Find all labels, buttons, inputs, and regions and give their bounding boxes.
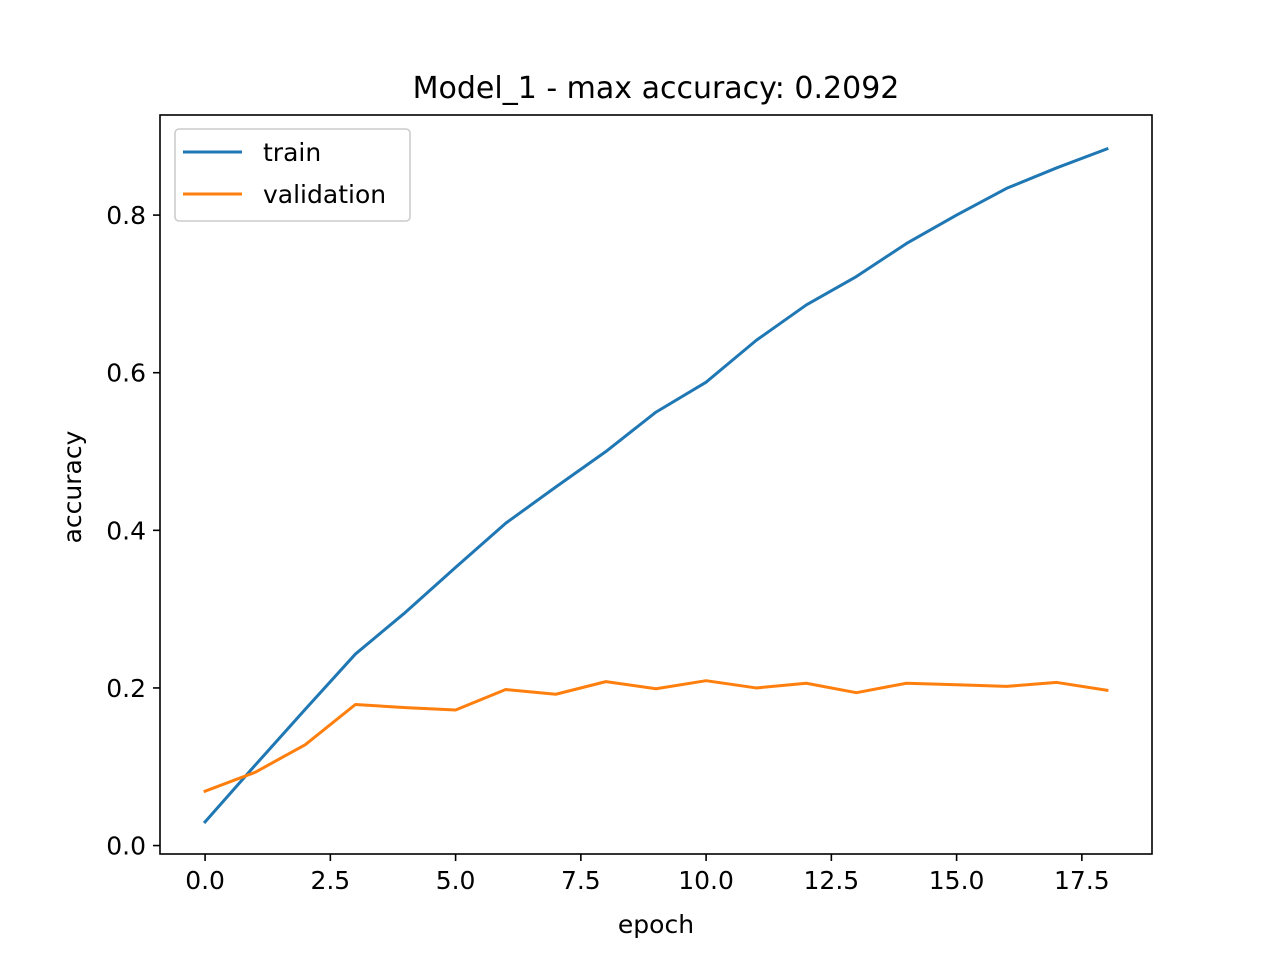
y-tick-label: 0.8 bbox=[106, 201, 146, 230]
x-tick-label: 10.0 bbox=[678, 866, 734, 895]
y-axis-label: accuracy bbox=[58, 430, 87, 543]
series-line-validation bbox=[203, 679, 1109, 794]
y-tick-label: 0.2 bbox=[106, 674, 146, 703]
y-tick-label: 0.4 bbox=[106, 516, 146, 545]
plot-area bbox=[159, 114, 1153, 855]
y-tick-label: 0.0 bbox=[106, 832, 146, 861]
x-tick-label: 7.5 bbox=[561, 866, 601, 895]
legend-label-validation: validation bbox=[263, 180, 386, 209]
x-axis: 0.0 2.5 5.0 7.5 10.0 12.5 15.0 17.5 bbox=[185, 854, 1110, 895]
legend: train validation bbox=[174, 128, 411, 222]
chart-title: Model_1 - max accuracy: 0.2092 bbox=[413, 71, 900, 106]
series-line-train bbox=[202, 146, 1109, 825]
y-axis: 0.0 0.2 0.4 0.6 0.8 bbox=[106, 201, 160, 861]
x-tick-label: 17.5 bbox=[1054, 866, 1110, 895]
x-tick-label: 2.5 bbox=[310, 866, 350, 895]
x-tick-label: 0.0 bbox=[185, 866, 225, 895]
x-tick-label: 15.0 bbox=[929, 866, 985, 895]
x-tick-label: 12.5 bbox=[804, 866, 860, 895]
axes-frame bbox=[159, 114, 1153, 855]
x-axis-label: epoch bbox=[618, 910, 694, 939]
y-tick-label: 0.6 bbox=[106, 359, 146, 388]
legend-label-train: train bbox=[263, 138, 321, 167]
x-tick-label: 5.0 bbox=[436, 866, 476, 895]
